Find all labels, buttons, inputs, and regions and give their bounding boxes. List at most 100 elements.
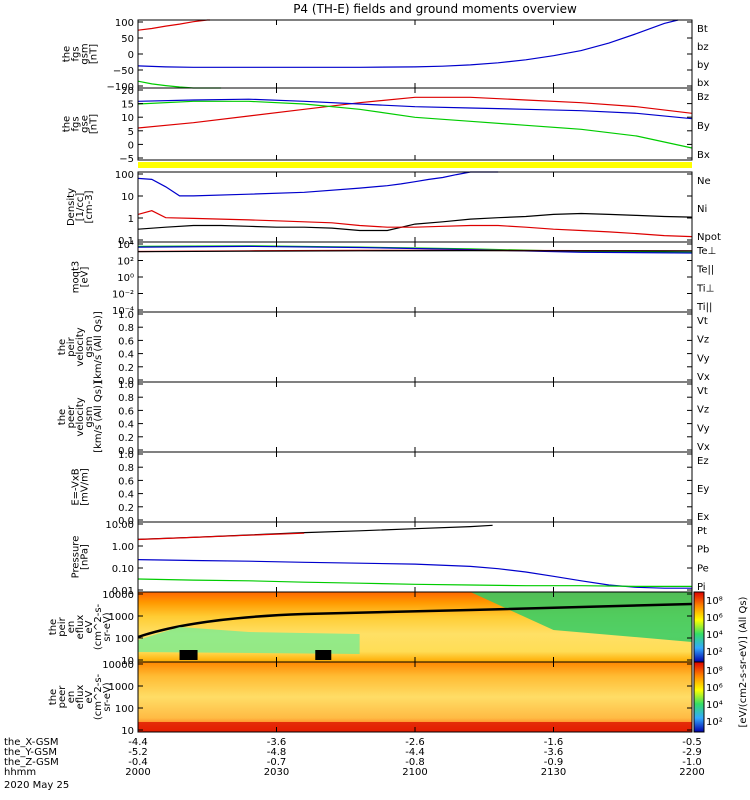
y-tick-label: 0 (128, 50, 134, 61)
y-tick-label: 10000 (102, 660, 134, 671)
legend-Ti⊥: Ti⊥ (696, 283, 714, 294)
y-label-line: gse (80, 115, 91, 133)
colorbar-label-text: [eV/(cm2-s-sr-eV)] (All Qs) (738, 596, 749, 727)
y-label-line: (cm^2-s- (93, 603, 104, 650)
y-tick-label: 0.6 (118, 476, 134, 487)
panel-frame (137, 451, 693, 523)
legend-Vt: Vt (697, 316, 708, 327)
panel-frame (137, 87, 693, 161)
y-tick-label: 0.8 (118, 323, 134, 334)
y-tick-label: 0.4 (118, 350, 134, 361)
y-tick-label: 1000 (109, 612, 134, 623)
y-tick-label: 1 (128, 214, 134, 225)
legend-Bt: Bt (697, 24, 708, 35)
series-Te|| (137, 249, 693, 253)
y-label-line: peer (66, 405, 77, 429)
y-tick-label: 0.1 (118, 236, 134, 247)
y-label-line: eV (84, 620, 95, 633)
low-flux-region-left (138, 627, 360, 654)
x-row-value: -0.8 (405, 757, 425, 768)
y-tick-label: 10² (117, 257, 134, 268)
y-tick-label: 0.6 (118, 336, 134, 347)
y-label-line: peir (66, 336, 77, 356)
colorbar-tick: 10⁴ (706, 700, 723, 711)
dropout-1 (179, 650, 198, 660)
y-label-line: [km/s (All Qs)] (93, 381, 104, 453)
y-tick-label: 0.0 (118, 376, 134, 387)
y-tick-label: 5 (128, 127, 134, 138)
y-tick-label: 10⁴ (117, 240, 134, 251)
y-tick-label: 0.2 (118, 503, 134, 514)
y-tick-label: 10 (121, 726, 134, 737)
y-label-line: moqt3 (71, 261, 82, 294)
y-label-line: [eV] (80, 267, 91, 288)
x-row-value: 2130 (541, 767, 566, 778)
y-label-line: the (48, 689, 59, 705)
x-row-value: -4.4 (128, 737, 148, 748)
x-row-label: hhmm (4, 767, 36, 778)
x-row-value: 2000 (125, 767, 150, 778)
y-tick-label: 10 (121, 113, 134, 124)
y-label-line: velocity (75, 397, 86, 436)
y-label-line: eflux (75, 685, 86, 710)
panel-peir_eflux: 10000 1000 100 10 thepeirenefluxeV(cm^2-s-sr… (48, 590, 693, 667)
y-axis-label: Density[1/cc][cm-3] (66, 188, 95, 226)
y-label-line: [nT] (89, 44, 100, 64)
legend-by: by (697, 60, 709, 71)
y-tick-label: 50 (121, 34, 134, 45)
panel-density: 100 10 1 0.1 Density[1/cc][cm-3] Ne Ni Npot (66, 170, 721, 247)
y-label-line: peer (57, 685, 68, 709)
colorbar-tick: 10⁴ (706, 630, 723, 641)
x-row-value: 2030 (264, 767, 289, 778)
series-Ti⊥ (137, 245, 693, 254)
x-axis-labels: the_X-GSM -4.4 -3.6 -2.6 -1.6 -0.5 the_Y-GSM -5… (4, 737, 705, 791)
x-row-value: -5.2 (128, 747, 148, 758)
series-Bx (137, 98, 693, 120)
x-row-value: -0.9 (544, 757, 564, 768)
colorbar-tick: 10⁸ (706, 596, 723, 607)
y-label-line: E=-VxB (71, 468, 82, 505)
y-label-line: gsm (80, 43, 91, 64)
y-tick-label: 0.0 (118, 446, 134, 457)
y-label-line: sr-eV) (102, 682, 113, 711)
y-tick-label: 10.00 (105, 520, 134, 531)
x-row-value: -3.6 (267, 737, 287, 748)
y-label-line: fgs (71, 46, 82, 61)
legend-Vx: Vx (697, 442, 710, 453)
x-row-value: -4.8 (267, 747, 287, 758)
colorbar-tick: 10⁶ (706, 613, 723, 624)
y-label-line: gsm (84, 336, 95, 357)
y-label-line: [km/s (All Qs)] (93, 311, 104, 383)
legend-Ti||: Ti|| (696, 302, 712, 313)
y-tick-label: 10⁰ (117, 273, 134, 284)
x-row-value: -1.6 (544, 737, 564, 748)
y-tick-label: 1.00 (112, 542, 134, 553)
y-axis-label: Pressure[nPa] (71, 536, 91, 579)
series-Ni (137, 212, 693, 232)
x-row-value: -0.5 (682, 737, 702, 748)
legend-Ey: Ey (697, 484, 709, 495)
panel-efield: 1.0 0.8 0.6 0.4 0.2 0.0 E=-VxB[mV/m] Ez Ey Ex (71, 450, 710, 527)
legend-Bz: Bz (697, 92, 709, 103)
y-tick-label: 1.0 (118, 310, 134, 321)
y-tick-label: 0.2 (118, 433, 134, 444)
panels: 100500−50−100thefgsgsm[nT]Btbzbybx201510… (48, 18, 749, 737)
y-tick-label: 10 (121, 192, 134, 203)
y-label-line: [nPa] (80, 544, 91, 570)
legend-Vx: Vx (697, 372, 710, 383)
y-label-line: the (48, 619, 59, 635)
y-tick-label: 1.0 (118, 450, 134, 461)
y-tick-label: 0.2 (118, 363, 134, 374)
x-row-value: -2.9 (682, 747, 702, 758)
spectrogram-peer_eflux (138, 662, 692, 732)
y-label-line: the (62, 116, 73, 132)
panel-temp: 10⁴ 10² 10⁰ 10⁻² 10⁻⁴ moqt3[eV] Te⊥ Te|| Ti⊥ Ti|| (71, 240, 717, 317)
colorbar-label: [eV/(cm2-s-sr-eV)] (All Qs) (738, 596, 749, 727)
y-tick-label: 0.10 (112, 564, 134, 575)
colorbar-tick: 10⁸ (706, 666, 723, 677)
x-row-label: the_Z-GSM (4, 757, 59, 768)
y-tick-label: 10 (121, 656, 134, 667)
